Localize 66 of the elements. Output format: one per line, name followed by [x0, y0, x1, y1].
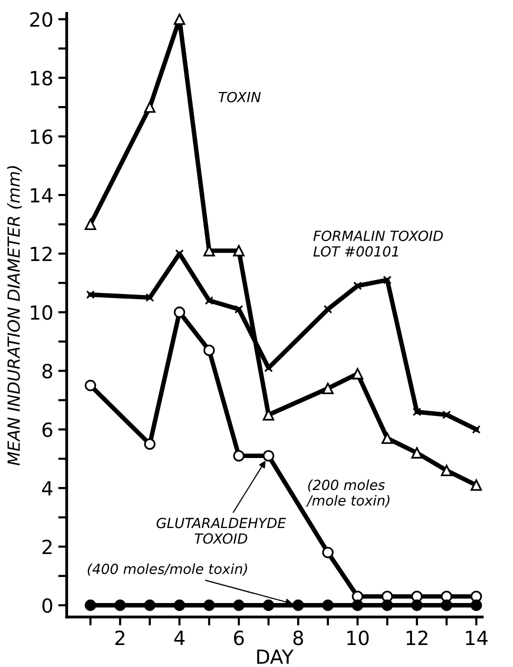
point: [442, 410, 451, 420]
point: [84, 380, 96, 392]
point: [233, 244, 245, 256]
point: [382, 600, 393, 611]
y-tick-label: 2: [42, 540, 52, 554]
point: [86, 290, 95, 299]
text: FORMALIN TOXOID LOT #00101: [313, 230, 443, 257]
x-tick-label: 6: [234, 630, 244, 646]
point: [233, 600, 245, 611]
y-tick-label: 6: [42, 422, 52, 438]
point: [204, 296, 214, 305]
point: [440, 600, 452, 611]
x-tick-label: 2: [115, 630, 124, 645]
x-axis-title: DAY: [257, 650, 294, 664]
point: [470, 600, 482, 611]
x-tick-label: 14: [466, 630, 488, 645]
annotation: (400 moles/mole toxin): [88, 563, 248, 576]
point: [262, 600, 274, 611]
point: [234, 304, 244, 314]
y-tick-label: 4: [42, 481, 52, 496]
y-tick-label: 14: [30, 188, 52, 202]
point: [174, 14, 186, 25]
series-label: (200 moles /mole toxin): [306, 479, 390, 508]
point: [324, 304, 332, 314]
point: [292, 600, 304, 611]
point: [84, 600, 96, 611]
x-tick-label: 4: [174, 630, 185, 645]
y-axis-title: MEAN INDURATION DIAMETER (mm): [7, 166, 22, 466]
annotation: GLUTARALDEHYDE TOXOID: [156, 518, 286, 544]
point: [145, 293, 154, 302]
point: [262, 450, 274, 462]
point: [322, 600, 334, 611]
point: [174, 306, 186, 318]
x-tick-label: 10: [347, 630, 369, 646]
point: [203, 344, 215, 356]
x-tick-label: 8: [293, 630, 304, 646]
text: TOXIN: [218, 92, 261, 102]
point: [322, 546, 334, 558]
point: [440, 464, 452, 476]
y-tick-label: 10: [30, 305, 52, 320]
point: [144, 101, 156, 113]
point: [144, 600, 156, 611]
point: [144, 438, 156, 450]
point: [352, 368, 364, 380]
point: [411, 447, 423, 459]
y-tick-label: 0: [42, 598, 52, 613]
y-tick-label: 20: [30, 12, 52, 27]
point: [352, 600, 364, 611]
point: [174, 600, 186, 611]
point: [114, 600, 126, 611]
point: [472, 425, 481, 434]
point: [411, 600, 423, 611]
point: [382, 276, 392, 284]
point: [382, 432, 393, 444]
point: [322, 382, 334, 394]
y-tick-label: 12: [30, 246, 52, 262]
point: [412, 408, 422, 416]
point: [233, 450, 245, 462]
y-tick-label: 8: [42, 364, 52, 378]
x-tick-label: 12: [406, 630, 428, 645]
y-tick-label: 16: [30, 129, 52, 144]
y-tick-label: 18: [30, 70, 52, 86]
point: [470, 479, 482, 491]
point: [84, 218, 96, 230]
point: [203, 600, 215, 611]
point: [353, 282, 362, 290]
